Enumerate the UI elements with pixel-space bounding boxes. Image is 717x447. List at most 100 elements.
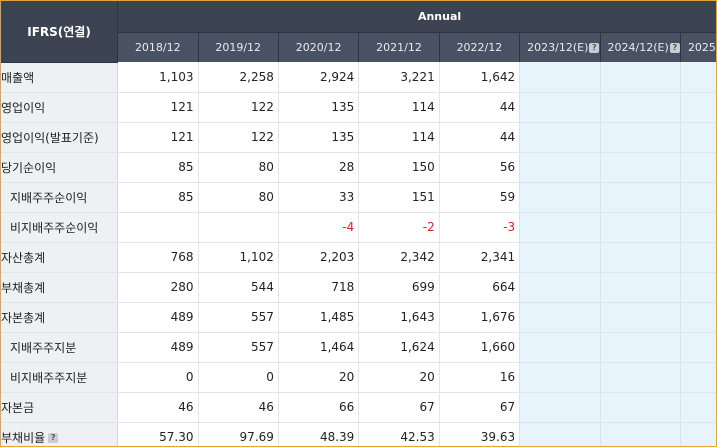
year-header-6: 2024/12(E)? bbox=[599, 32, 681, 62]
year-label: 2022/12 bbox=[456, 41, 503, 54]
value-cell bbox=[599, 92, 681, 123]
value-cell: 557 bbox=[197, 332, 279, 363]
value-cell: 718 bbox=[277, 272, 359, 303]
value-cell bbox=[599, 302, 681, 333]
row-label-cell: 당기순이익 bbox=[1, 152, 119, 183]
year-header-7: 2025/1 bbox=[679, 32, 716, 62]
value-cell: 80 bbox=[197, 182, 279, 213]
value-cell: 151 bbox=[358, 182, 440, 213]
row-label: 비지배주주지분 bbox=[10, 370, 88, 385]
row-label: 영업이익 bbox=[1, 100, 46, 115]
row-label: 영업이익(발표기준) bbox=[1, 130, 99, 145]
value-cell: 56 bbox=[438, 152, 520, 183]
row-label-cell: 지배주주순이익 bbox=[1, 182, 119, 213]
row-label-cell: 자산총계 bbox=[1, 242, 119, 273]
value-cell: 44 bbox=[438, 92, 520, 123]
value-cell bbox=[599, 152, 681, 183]
value-cell: 135 bbox=[277, 122, 359, 153]
value-cell: 768 bbox=[117, 242, 198, 273]
value-cell: 2,203 bbox=[277, 242, 359, 273]
value-cell bbox=[519, 182, 601, 213]
value-cell bbox=[519, 302, 601, 333]
value-cell bbox=[679, 62, 716, 93]
value-cell bbox=[519, 272, 601, 303]
row-label: 부채비율 bbox=[1, 430, 46, 445]
value-cell: 122 bbox=[197, 122, 279, 153]
value-cell: 39.63 bbox=[438, 422, 520, 446]
value-cell bbox=[599, 422, 681, 446]
annual-group-header: Annual bbox=[117, 1, 716, 33]
value-cell bbox=[679, 182, 716, 213]
value-cell: 20 bbox=[358, 362, 440, 393]
value-cell: -4 bbox=[277, 212, 359, 243]
row-label-cell: 자본금 bbox=[1, 392, 119, 423]
help-icon[interactable]: ? bbox=[589, 43, 600, 53]
value-cell: 699 bbox=[358, 272, 440, 303]
value-cell bbox=[519, 62, 601, 93]
value-cell: 46 bbox=[197, 392, 279, 423]
row-label-cell: 영업이익 bbox=[1, 92, 119, 123]
value-cell: 85 bbox=[117, 152, 198, 183]
row-label: 자본총계 bbox=[1, 310, 46, 325]
row-label: 자본금 bbox=[1, 400, 35, 415]
value-cell bbox=[599, 212, 681, 243]
value-cell: 20 bbox=[277, 362, 359, 393]
value-cell: 1,103 bbox=[117, 62, 198, 93]
value-cell: 16 bbox=[438, 362, 520, 393]
value-cell: 3,221 bbox=[358, 62, 440, 93]
value-cell: 557 bbox=[197, 302, 279, 333]
row-label-cell: 자본총계 bbox=[1, 302, 119, 333]
table-row: 영업이익(발표기준) 121 122 135 114 44 bbox=[1, 122, 716, 153]
value-cell: 66 bbox=[277, 392, 359, 423]
year-label: 2018/12 bbox=[134, 41, 181, 54]
value-cell: 42.53 bbox=[358, 422, 440, 446]
value-cell: 121 bbox=[117, 122, 198, 153]
value-cell: 114 bbox=[358, 122, 440, 153]
value-cell bbox=[519, 392, 601, 423]
value-cell: 1,643 bbox=[358, 302, 440, 333]
value-cell bbox=[599, 242, 681, 273]
row-label-cell: 영업이익(발표기준) bbox=[1, 122, 119, 153]
table-row: 부채비율? 57.30 97.69 48.39 42.53 39.63 bbox=[1, 422, 716, 446]
value-cell bbox=[117, 212, 198, 243]
value-cell: 46 bbox=[117, 392, 198, 423]
row-label: 자산총계 bbox=[1, 250, 46, 265]
row-label-cell: 매출액 bbox=[1, 62, 119, 93]
table-header: IFRS(연결) Annual 2018/12 2019/12 2020/12 202… bbox=[1, 1, 716, 63]
value-cell bbox=[679, 272, 716, 303]
value-cell bbox=[679, 332, 716, 363]
year-label: 2021/12 bbox=[376, 41, 422, 54]
accounting-standard-header: IFRS(연결) bbox=[1, 1, 119, 63]
row-label: 지배주주지분 bbox=[10, 340, 77, 355]
table-row: 비지배주주순이익 -4 -2 -3 bbox=[1, 212, 716, 243]
value-cell: 2,341 bbox=[438, 242, 520, 273]
year-header-3: 2021/12 bbox=[358, 32, 440, 62]
value-cell bbox=[679, 422, 716, 446]
value-cell bbox=[599, 182, 681, 213]
row-label: 비지배주주순이익 bbox=[10, 220, 99, 235]
value-cell: 0 bbox=[197, 362, 279, 393]
value-cell: 59 bbox=[438, 182, 520, 213]
year-label: 2024/12(E) bbox=[607, 41, 669, 54]
value-cell: 1,464 bbox=[277, 332, 359, 363]
value-cell: 664 bbox=[438, 272, 520, 303]
value-cell: 150 bbox=[358, 152, 440, 183]
value-cell bbox=[519, 122, 601, 153]
value-cell: 1,485 bbox=[277, 302, 359, 333]
value-cell: -3 bbox=[438, 212, 520, 243]
value-cell: 2,258 bbox=[197, 62, 279, 93]
year-label: 2025/1 bbox=[687, 41, 716, 54]
table-row: 자본총계 489 557 1,485 1,643 1,676 bbox=[1, 302, 716, 333]
value-cell bbox=[519, 212, 601, 243]
value-cell: 489 bbox=[117, 332, 198, 363]
help-icon[interactable]: ? bbox=[669, 43, 680, 53]
year-header-5: 2023/12(E)? bbox=[519, 32, 601, 62]
value-cell bbox=[679, 392, 716, 423]
table-row: 당기순이익 85 80 28 150 56 bbox=[1, 152, 716, 183]
value-cell: 114 bbox=[358, 92, 440, 123]
value-cell bbox=[679, 212, 716, 243]
row-label-cell: 부채비율? bbox=[1, 422, 119, 446]
help-icon[interactable]: ? bbox=[48, 433, 59, 443]
